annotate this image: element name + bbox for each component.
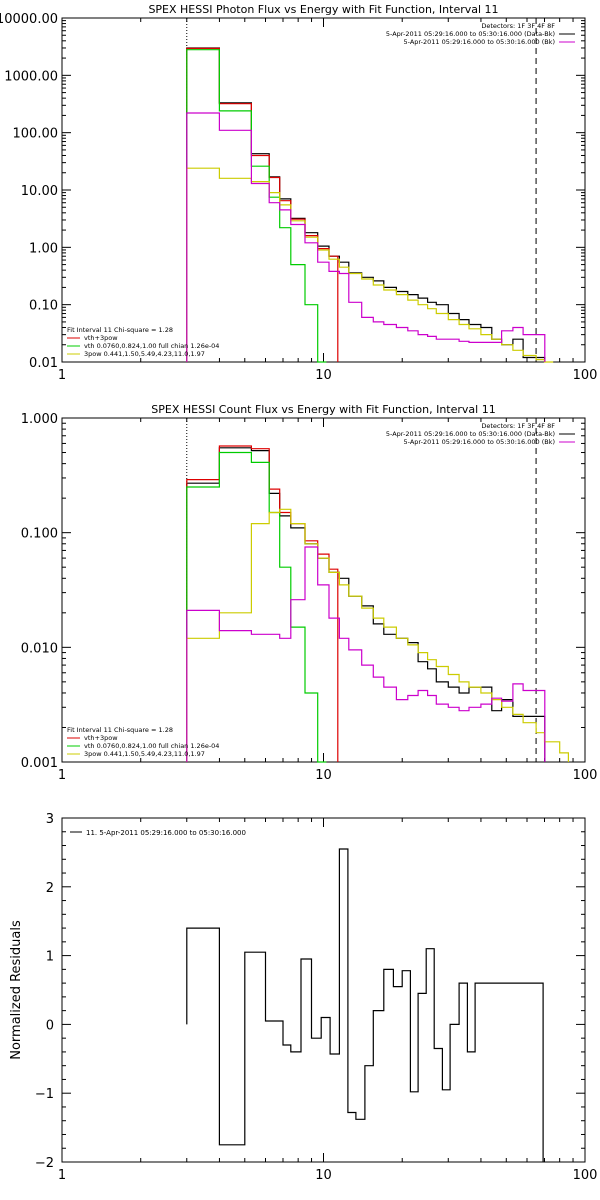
residuals-panel: 1 10 100 −2 −1 0 1 2 3 Normalized Residuals 11. 5-… [9, 812, 597, 1183]
y-tick-label: 1000.00 [4, 69, 58, 84]
count-flux-panel: SPEX HESSI Count Flux vs Energy with Fit… [21, 403, 598, 783]
series-3pow-0-441-1-50-5-49-4-23-11-0-1-97 [186, 508, 569, 762]
plot-frame [61, 17, 586, 363]
chart-title: SPEX HESSI Count Flux vs Energy with Fit… [151, 403, 495, 416]
legend-bottom-left-text: vth 0.0760,0.824,1.00 full chian 1.26e-0… [84, 342, 219, 350]
x-tick-label: 100 [573, 368, 598, 383]
x-tick-label: 10 [315, 368, 332, 383]
legend-top-right-text: 5-Apr-2011 05:29:16.000 to 05:30:16.000 … [386, 430, 555, 438]
y-tick-label: 1 [46, 950, 54, 965]
series-vth-0-0760-0-824-1-00 [186, 451, 327, 763]
series-data-bk [186, 47, 546, 362]
plot-frame [61, 417, 586, 763]
series-3pow-0-441-1-50-5-49-4-23-11-0-1-97 [186, 167, 554, 363]
y-tick-label: −2 [35, 1156, 54, 1171]
y-tick-label: 0.001 [21, 756, 58, 771]
legend-top-right-text: 5-Apr-2011 05:29:16.000 to 05:30:16.000 … [386, 30, 555, 38]
chart-title: SPEX HESSI Photon Flux vs Energy with Fi… [148, 3, 498, 16]
y-tick-label: 0 [46, 1018, 54, 1033]
legend-bottom-left-text: Fit Interval 11 Chi-square = 1.28 [67, 326, 173, 334]
legend-top-right-text: 5-Apr-2011 05:29:16.000 to 05:30:16.000 … [404, 38, 555, 46]
y-tick-label: 0.010 [21, 641, 58, 656]
legend-text: 11. 5-Apr-2011 05:29:16.000 to 05:30:16.… [86, 829, 246, 837]
y-axis-label: Normalized Residuals [9, 920, 24, 1060]
y-tick-label: 0.10 [29, 299, 58, 314]
y-tick-label: 0.100 [21, 527, 58, 542]
legend-bottom-left-text: vth+3pow [84, 334, 118, 342]
x-tick-label: 1 [58, 1168, 66, 1183]
legend-top-right-text: Detectors: 1F 3F 4F 8F [481, 22, 555, 30]
x-tick-label: 1 [58, 768, 66, 783]
y-tick-label: 3 [46, 812, 54, 827]
x-tick-label: 10 [315, 768, 332, 783]
legend-top-right-text: 5-Apr-2011 05:29:16.000 to 05:30:16.000 … [404, 438, 555, 446]
legend-bottom-left-text: 3pow 0.441,1.50,5.49,4.23,11.0,1.97 [84, 350, 205, 358]
legend-bottom-left-text: 3pow 0.441,1.50,5.49,4.23,11.0,1.97 [84, 750, 205, 758]
y-tick-label: 10000.00 [0, 12, 58, 27]
series-vth-0-0760-0-824-1-00 [186, 49, 327, 363]
x-tick-label: 10 [315, 1168, 332, 1183]
series-vth-3pow [186, 47, 339, 362]
x-tick-label: 100 [573, 1168, 598, 1183]
x-tick-label: 1 [58, 368, 66, 383]
y-tick-label: 2 [46, 881, 54, 896]
series-bk [186, 546, 546, 762]
series-11-5-apr-2011-05-29-16-000-to-05-30-16-000 [186, 848, 544, 1162]
x-tick-label: 100 [573, 768, 598, 783]
legend-bottom-left-text: Fit Interval 11 Chi-square = 1.28 [67, 726, 173, 734]
plot-frame [61, 817, 586, 1163]
y-tick-label: 0.01 [29, 356, 58, 371]
series-data-bk [186, 447, 546, 762]
y-tick-label: −1 [35, 1087, 54, 1102]
legend-bottom-left-text: vth+3pow [84, 734, 118, 742]
legend-top-right-text: Detectors: 1F 3F 4F 8F [481, 422, 555, 430]
y-tick-label: 1.000 [21, 412, 58, 427]
photon-flux-panel: SPEX HESSI Photon Flux vs Energy with Fi… [0, 3, 597, 383]
y-tick-label: 100.00 [13, 127, 59, 142]
y-tick-label: 1.00 [29, 241, 58, 256]
y-tick-label: 10.00 [21, 184, 58, 199]
legend-bottom-left-text: vth 0.0760,0.824,1.00 full chian 1.26e-0… [84, 742, 219, 750]
series-vth-3pow [186, 445, 339, 762]
series-bk [186, 112, 546, 362]
